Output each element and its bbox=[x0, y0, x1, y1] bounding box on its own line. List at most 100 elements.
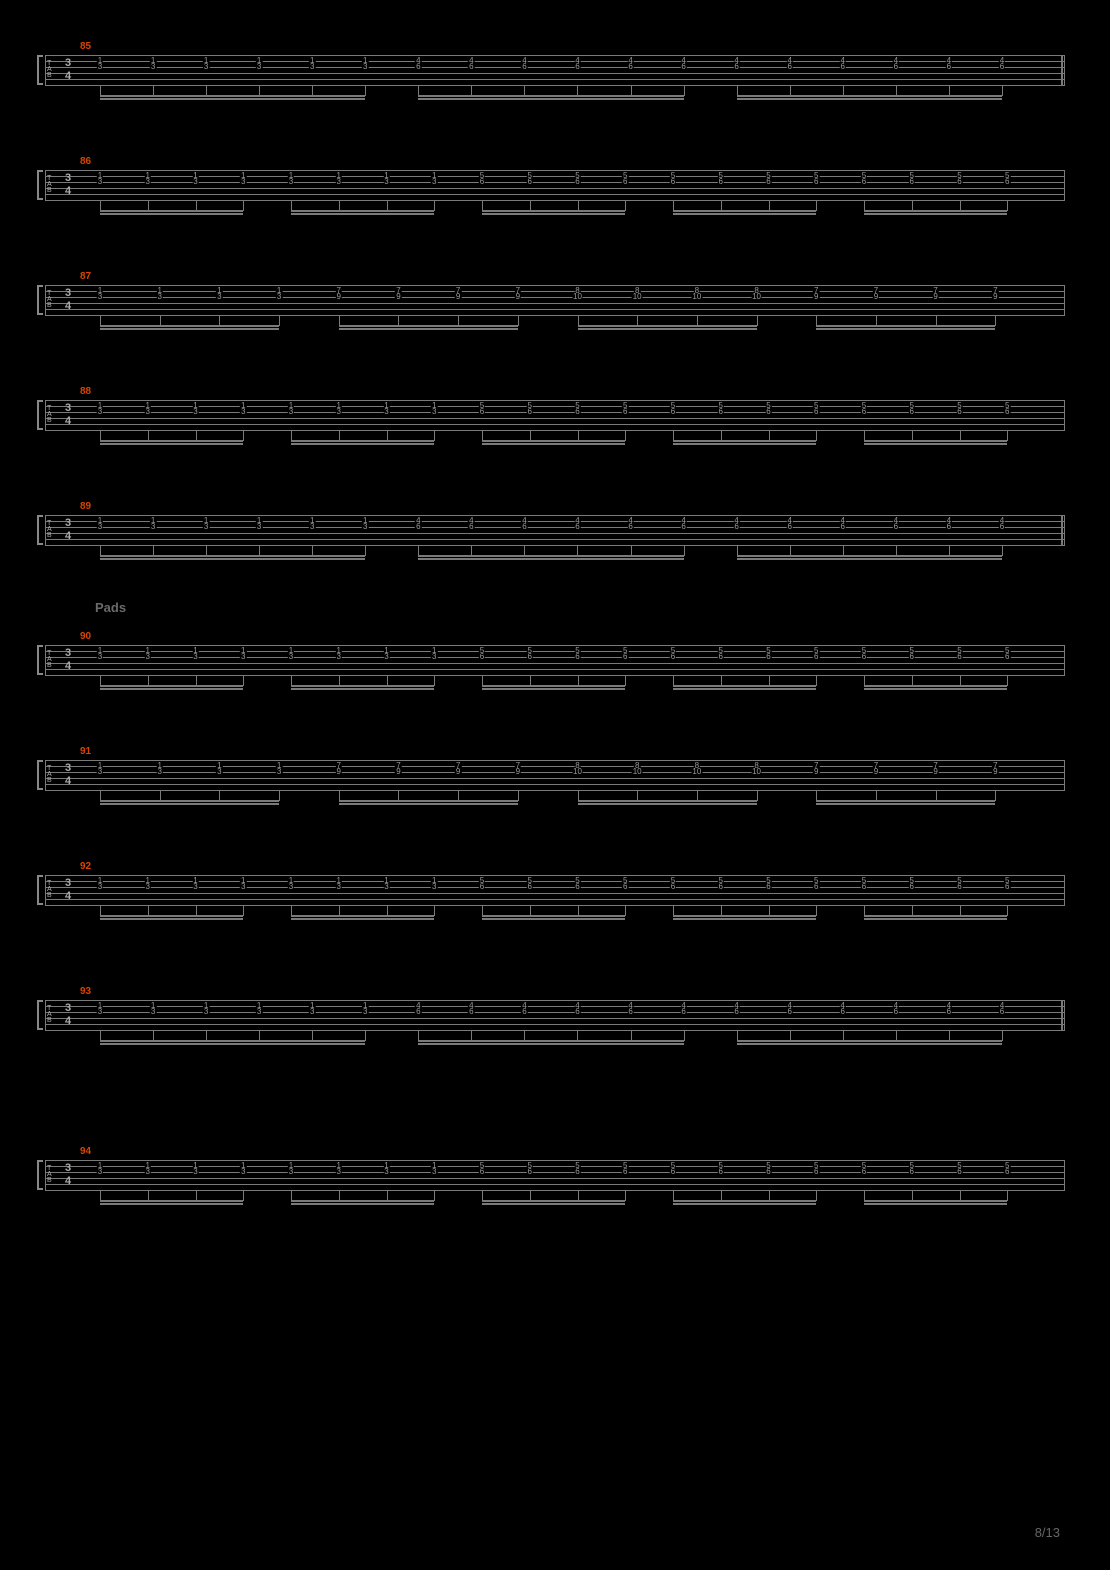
fret-number: 6 bbox=[909, 178, 915, 186]
fret-number: 3 bbox=[145, 883, 151, 891]
fret-number: 9 bbox=[992, 768, 998, 776]
fret-number: 6 bbox=[468, 523, 474, 531]
end-barline bbox=[1064, 285, 1065, 315]
fret-number: 9 bbox=[813, 768, 819, 776]
note-stem bbox=[876, 791, 877, 801]
note-stem bbox=[100, 1031, 101, 1041]
beam bbox=[418, 555, 683, 557]
beam bbox=[673, 918, 816, 920]
time-signature: 34 bbox=[65, 402, 71, 428]
time-signature: 34 bbox=[65, 57, 71, 83]
note-stem bbox=[434, 201, 435, 211]
note-stem bbox=[291, 431, 292, 441]
staff-line bbox=[45, 188, 1065, 189]
note-stem bbox=[243, 676, 244, 686]
note-stem bbox=[339, 791, 340, 801]
beam bbox=[418, 558, 683, 560]
fret-number: 3 bbox=[150, 63, 156, 71]
fret-number: 3 bbox=[288, 178, 294, 186]
staff-line bbox=[45, 67, 1065, 68]
note-stem bbox=[243, 431, 244, 441]
note-stem bbox=[896, 546, 897, 556]
beam bbox=[578, 803, 757, 805]
beam-group bbox=[864, 908, 1007, 918]
fret-number: 6 bbox=[893, 63, 899, 71]
fret-number: 9 bbox=[932, 768, 938, 776]
fret-number: 6 bbox=[468, 1008, 474, 1016]
beam bbox=[482, 210, 625, 212]
note-stem bbox=[100, 316, 101, 326]
barline bbox=[45, 1000, 46, 1030]
fret-number: 6 bbox=[909, 653, 915, 661]
staff-bracket bbox=[37, 400, 43, 430]
note-stem bbox=[697, 791, 698, 801]
beam bbox=[737, 555, 1002, 557]
staff-line bbox=[45, 424, 1065, 425]
beam-group bbox=[100, 433, 243, 443]
beam bbox=[864, 1200, 1007, 1202]
note-stem bbox=[100, 431, 101, 441]
staff-line bbox=[45, 303, 1065, 304]
staff-bracket bbox=[37, 515, 43, 545]
beam-group bbox=[482, 433, 625, 443]
beam-group bbox=[673, 678, 816, 688]
fret-number: 3 bbox=[336, 1168, 342, 1176]
tab-clef: TAB bbox=[47, 406, 52, 424]
beam-group bbox=[100, 678, 243, 688]
fret-number: 6 bbox=[956, 1168, 962, 1176]
note-stem bbox=[637, 791, 638, 801]
note-stem bbox=[196, 1191, 197, 1201]
fret-number: 3 bbox=[256, 63, 262, 71]
tab-staff: TAB3413131313131313135656565656565656565… bbox=[45, 170, 1065, 200]
staff-line bbox=[45, 533, 1065, 534]
note-stem bbox=[625, 431, 626, 441]
note-stem bbox=[339, 431, 340, 441]
fret-number: 6 bbox=[670, 408, 676, 416]
fret-number: 6 bbox=[1004, 883, 1010, 891]
beam-group bbox=[482, 1193, 625, 1203]
note-stem bbox=[471, 546, 472, 556]
beam bbox=[418, 98, 683, 100]
beam bbox=[100, 95, 365, 97]
fret-number: 3 bbox=[240, 883, 246, 891]
fret-number: 6 bbox=[527, 178, 533, 186]
fret-number: 6 bbox=[574, 653, 580, 661]
time-signature: 34 bbox=[65, 1002, 71, 1028]
time-signature: 34 bbox=[65, 172, 71, 198]
beam bbox=[100, 688, 243, 690]
note-stem bbox=[387, 431, 388, 441]
fret-number: 9 bbox=[395, 768, 401, 776]
fret-number: 6 bbox=[415, 63, 421, 71]
note-stem bbox=[530, 1191, 531, 1201]
staff-bracket bbox=[37, 55, 43, 85]
fret-number: 6 bbox=[956, 408, 962, 416]
fret-number: 6 bbox=[622, 1168, 628, 1176]
note-stem bbox=[790, 1031, 791, 1041]
fret-number: 6 bbox=[718, 653, 724, 661]
note-stem bbox=[148, 906, 149, 916]
fret-number: 6 bbox=[1004, 408, 1010, 416]
fret-number: 6 bbox=[527, 653, 533, 661]
fret-number: 6 bbox=[521, 1008, 527, 1016]
beam-group bbox=[339, 793, 518, 803]
beam bbox=[100, 1200, 243, 1202]
fret-number: 10 bbox=[751, 293, 762, 301]
fret-number: 6 bbox=[956, 653, 962, 661]
note-stem bbox=[530, 676, 531, 686]
note-stem bbox=[259, 546, 260, 556]
beam bbox=[100, 210, 243, 212]
beam bbox=[864, 688, 1007, 690]
fret-number: 3 bbox=[240, 408, 246, 416]
note-stem bbox=[578, 676, 579, 686]
fret-number: 6 bbox=[622, 883, 628, 891]
beam bbox=[482, 685, 625, 687]
tab-clef: TAB bbox=[47, 1166, 52, 1184]
fret-number: 6 bbox=[670, 883, 676, 891]
fret-number: 3 bbox=[383, 883, 389, 891]
beam bbox=[100, 685, 243, 687]
barline bbox=[45, 875, 46, 905]
note-stem bbox=[721, 1191, 722, 1201]
fret-number: 6 bbox=[415, 523, 421, 531]
fret-number: 6 bbox=[479, 1168, 485, 1176]
fret-number: 6 bbox=[786, 63, 792, 71]
